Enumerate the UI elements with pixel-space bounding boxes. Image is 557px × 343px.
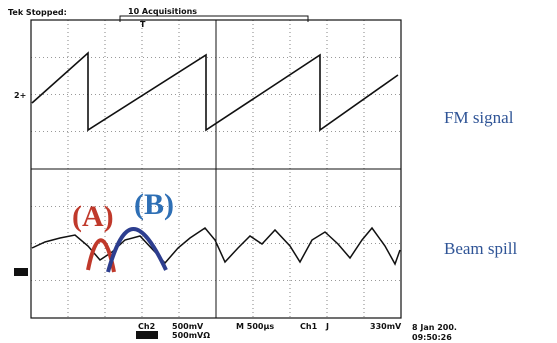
trigger-marker: T [140, 20, 146, 29]
ground-marker [14, 268, 28, 276]
fm-label: FM signal [444, 108, 514, 127]
beam-label: Beam spill [444, 239, 517, 258]
time: 09:50:26 [412, 333, 452, 342]
trigger-slope: J [325, 322, 329, 331]
trigger-source: Ch1 [300, 322, 318, 331]
status: Tek Stopped: [8, 8, 67, 17]
channel-marker: 2+ [14, 91, 26, 100]
date: 8 Jan 200. [412, 323, 457, 332]
scale-2: 500mVΩ [172, 331, 210, 340]
label-b: (B) [134, 188, 174, 221]
acquisition-bracket [120, 16, 308, 22]
channel: Ch2 [138, 322, 155, 331]
timebase: M 500µs [236, 322, 274, 331]
scope-screenshot: Tek Stopped: 10 Acquisitions T 2+ FM sig… [0, 0, 557, 343]
bump-b [108, 229, 166, 272]
trigger-level: 330mV [370, 322, 402, 331]
label-a: (A) [72, 200, 114, 233]
acquisitions: 10 Acquisitions [128, 7, 197, 16]
scale: 500mV [172, 322, 204, 331]
channel-marker-box [136, 331, 158, 339]
fm-signal-trace [32, 53, 398, 130]
